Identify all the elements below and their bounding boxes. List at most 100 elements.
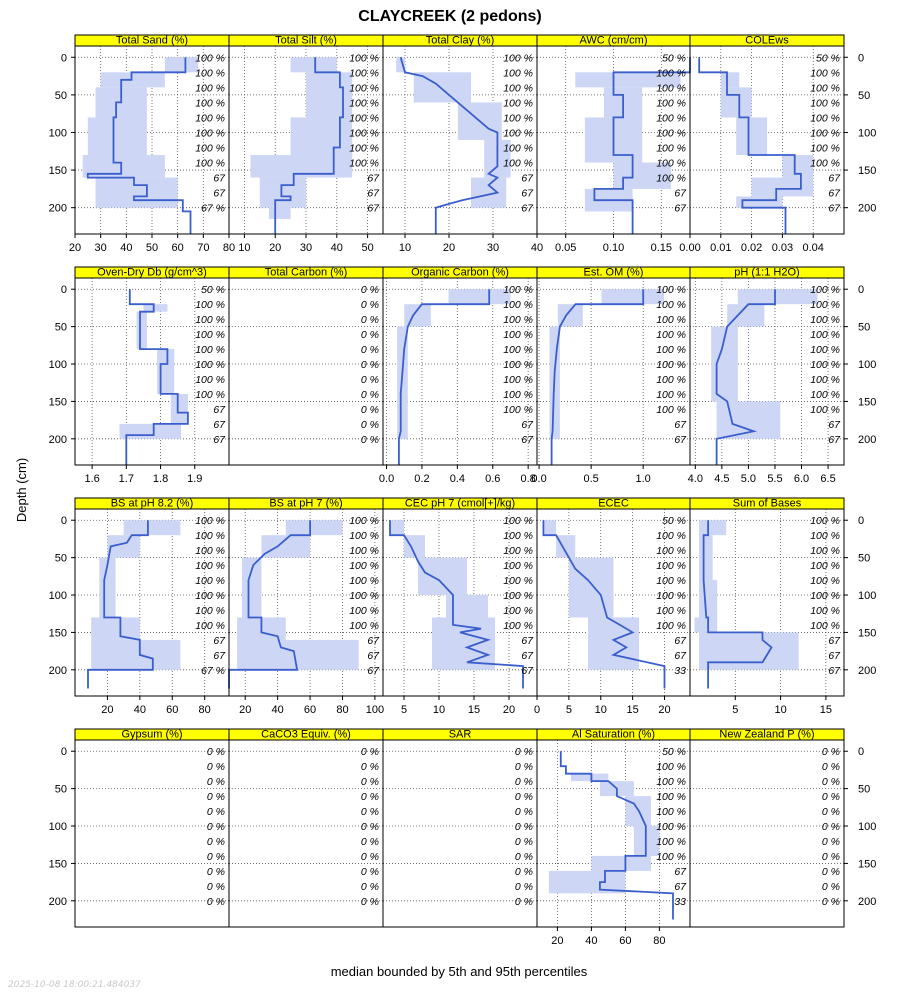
percentile-band <box>591 855 651 871</box>
pct-label: 67 <box>367 635 380 647</box>
pct-label: 100 % <box>195 143 225 155</box>
pct-label: 100 % <box>349 605 379 617</box>
pct-label: 0 % <box>361 299 379 311</box>
percentile-band <box>694 617 718 633</box>
pct-label: 0 % <box>822 806 840 818</box>
pct-label: 100 % <box>349 97 379 109</box>
pct-label: 67 <box>521 635 534 647</box>
x-tick-label: 30 <box>487 242 499 254</box>
pct-label: 100 % <box>656 821 686 833</box>
median-line <box>702 520 773 689</box>
panel: Oven-Dry Db (g/cm^3) 50 % 100 % 100 % 100 % 1… <box>74 266 230 485</box>
pct-label: 100 % <box>195 590 225 602</box>
pct-label: 100 % <box>810 67 840 79</box>
pct-label: 100 % <box>503 515 533 527</box>
pct-label: 67 <box>674 650 687 662</box>
panel: Al Saturation (%) 50 % 100 % 100 % 100 % 100 … <box>536 728 691 947</box>
percentile-band <box>136 311 147 350</box>
x-tick-label: 1.7 <box>119 473 134 485</box>
pct-label: 100 % <box>810 143 840 155</box>
pct-label: 100 % <box>349 67 379 79</box>
panel: Total Carbon (%) 0 % 0 % 0 % 0 % 0 % 0 % 0 % 0 %… <box>228 266 384 466</box>
median-line <box>274 57 344 234</box>
pct-label: 50 % <box>816 52 840 64</box>
percentile-band <box>751 177 814 197</box>
percentile-band <box>91 639 181 670</box>
pct-label: 0 % <box>822 896 840 908</box>
pct-label: 0 % <box>361 314 379 326</box>
y-tick-label: 100 <box>49 821 67 833</box>
y-tick-label: 50 <box>55 90 67 102</box>
pct-label: 100 % <box>503 374 533 386</box>
median-line <box>125 289 189 465</box>
pct-label: 100 % <box>503 158 533 170</box>
x-tick-label: 30 <box>95 242 107 254</box>
pct-label: 100 % <box>195 82 225 94</box>
pct-label: 100 % <box>656 545 686 557</box>
pct-label: 100 % <box>195 158 225 170</box>
pct-label: 100 % <box>195 374 225 386</box>
panel-title: Est. OM (%) <box>584 267 644 279</box>
pct-label: 100 % <box>503 404 533 416</box>
pct-label: 0 % <box>822 761 840 773</box>
pct-label: 0 % <box>822 881 840 893</box>
pct-label: 67 <box>828 188 841 200</box>
pct-label: 100 % <box>656 344 686 356</box>
percentile-band <box>601 289 664 305</box>
y-axis-label: Depth (cm) <box>14 458 29 522</box>
pct-label: 67 <box>213 419 226 431</box>
y-tick-label: 200 <box>49 434 67 446</box>
pct-label: 0 % <box>822 866 840 878</box>
median-line <box>542 520 666 689</box>
x-tick-label: 5.5 <box>767 473 782 485</box>
pct-label: 100 % <box>195 52 225 64</box>
pct-label: 67 <box>674 419 687 431</box>
pct-label: 67 % <box>201 203 225 215</box>
pct-label: 100 % <box>810 299 840 311</box>
percentile-band <box>571 773 609 782</box>
pct-label: 100 % <box>195 67 225 79</box>
pct-label: 67 <box>521 419 534 431</box>
pct-label: 100 % <box>656 605 686 617</box>
y-tick-label: 100 <box>858 590 876 602</box>
pct-label: 100 % <box>656 776 686 788</box>
percentile-band <box>471 177 507 208</box>
pct-label: 0 % <box>361 746 379 758</box>
percentile-band <box>261 535 311 558</box>
percentile-band <box>390 520 404 536</box>
y-tick-label: 150 <box>49 627 67 639</box>
median-line <box>550 289 645 465</box>
pct-label: 0 % <box>515 761 533 773</box>
panel-title: Total Silt (%) <box>275 35 337 47</box>
panel-title: New Zealand P (%) <box>719 729 814 741</box>
panel: CEC pH 7 (cmol[+]/kg) 100 % 100 % 100 % 100 … <box>382 497 538 716</box>
pct-label: 100 % <box>503 530 533 542</box>
pct-label: 100 % <box>656 127 686 139</box>
pct-label: 100 % <box>195 575 225 587</box>
x-tick-label: 80 <box>199 704 211 716</box>
pct-label: 100 % <box>349 560 379 572</box>
x-tick-label: 1.0 <box>636 473 651 485</box>
panel-title: Oven-Dry Db (g/cm^3) <box>97 267 207 279</box>
median-line <box>559 751 674 920</box>
pct-label: 0 % <box>361 284 379 296</box>
pct-label: 100 % <box>195 359 225 371</box>
panel-grid: Total Sand (%)100 %100 %100 %100 %100 %1… <box>49 34 876 947</box>
percentile-band <box>91 617 140 640</box>
chart-title: CLAYCREEK (2 pedons) <box>358 8 541 25</box>
median-line <box>593 57 691 234</box>
x-tick-label: 10 <box>399 242 411 254</box>
pct-label: 100 % <box>656 590 686 602</box>
x-tick-label: 50 <box>361 242 373 254</box>
pct-label: 50 % <box>201 284 225 296</box>
percentile-band <box>556 535 576 558</box>
pct-label: 0 % <box>515 821 533 833</box>
pct-label: 100 % <box>349 143 379 155</box>
pct-label: 100 % <box>810 112 840 124</box>
y-tick-label: 50 <box>858 322 870 334</box>
y-tick-label: 0 <box>858 515 864 527</box>
percentile-band <box>157 349 175 394</box>
pct-label: 67 <box>828 635 841 647</box>
pct-label: 100 % <box>656 836 686 848</box>
pct-label: 100 % <box>503 605 533 617</box>
